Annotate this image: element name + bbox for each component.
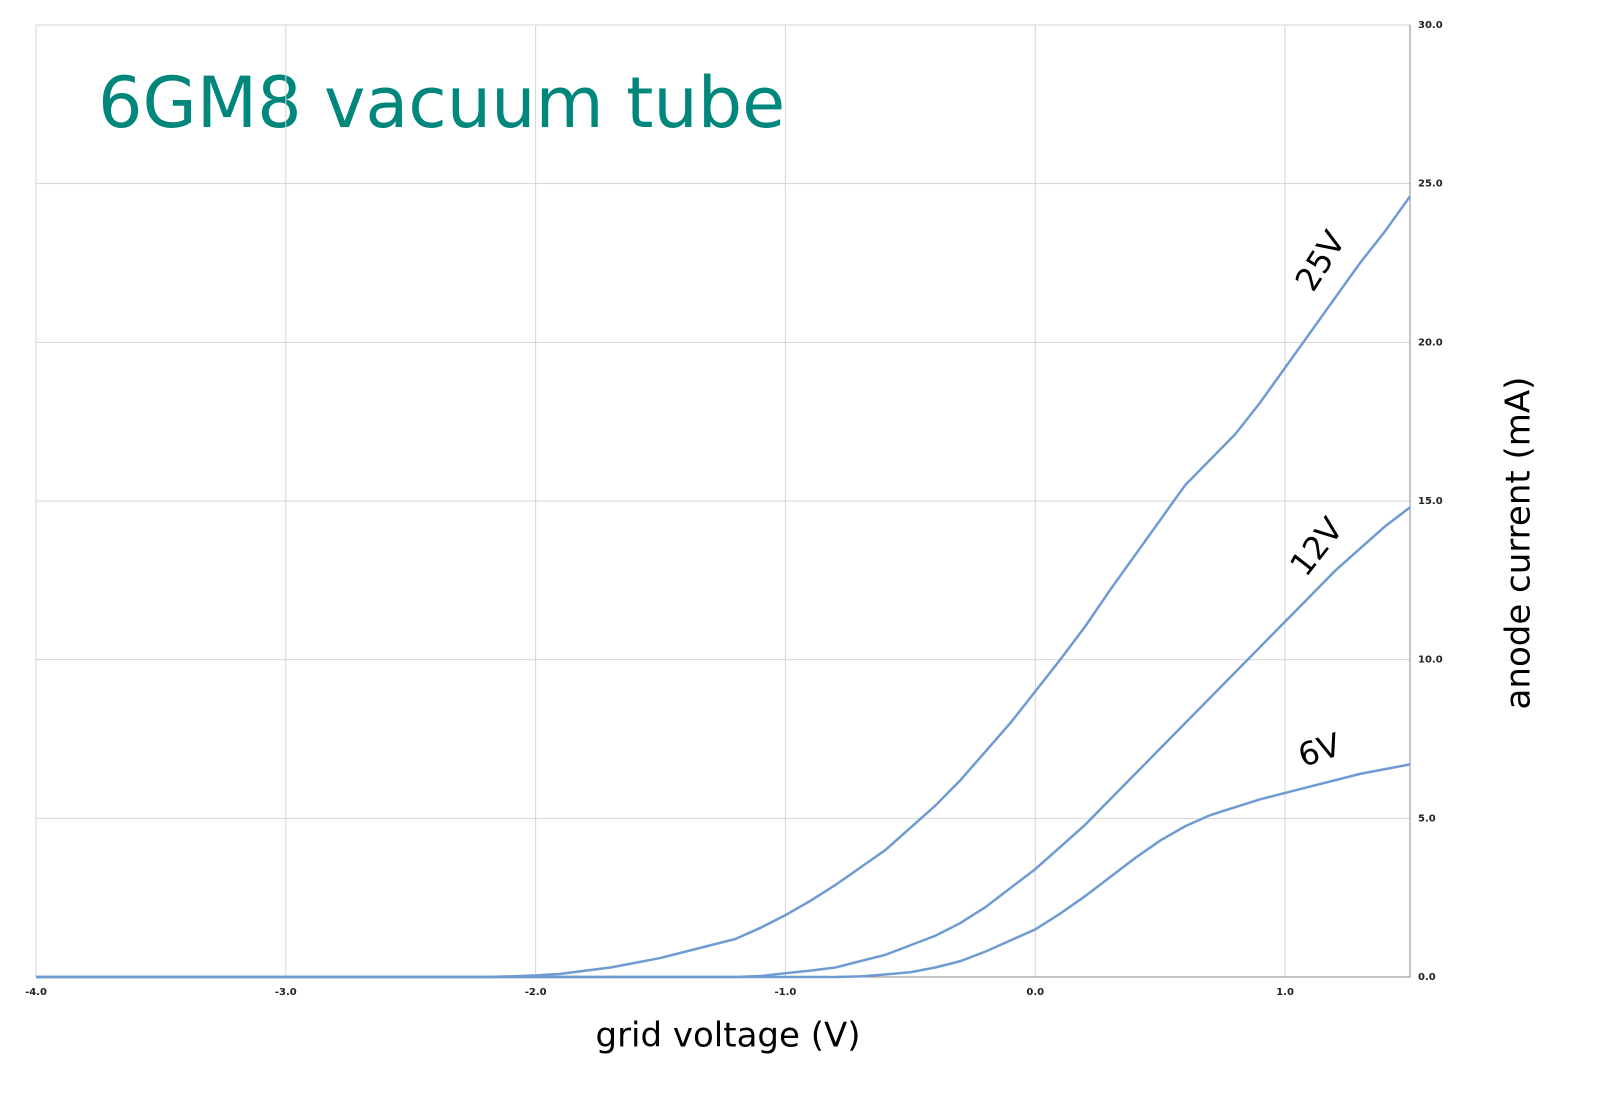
y-tick-label: 5.0 xyxy=(1418,813,1436,824)
chart-title: 6GM8 vacuum tube xyxy=(98,62,785,144)
y-tick-label: 30.0 xyxy=(1418,20,1443,31)
x-tick-label: -3.0 xyxy=(275,987,297,998)
y-tick-label: 0.0 xyxy=(1418,972,1436,983)
x-axis-label: grid voltage (V) xyxy=(595,1016,860,1056)
x-tick-label: 1.0 xyxy=(1276,987,1294,998)
series-label: 6V xyxy=(1293,725,1345,774)
y-tick-label: 25.0 xyxy=(1418,179,1443,190)
x-tick-label: -2.0 xyxy=(525,987,547,998)
data-line xyxy=(36,763,1411,979)
y-tick-label: 10.0 xyxy=(1418,655,1443,666)
y-axis-label: anode current (mA) xyxy=(1499,377,1539,710)
series-label: 12V xyxy=(1282,510,1351,583)
data-line xyxy=(36,195,1412,979)
x-tick-label: -4.0 xyxy=(25,987,47,998)
x-tick-label: 0.0 xyxy=(1026,987,1044,998)
y-tick-label: 15.0 xyxy=(1418,496,1443,507)
x-tick-label: -1.0 xyxy=(775,987,797,998)
y-tick-label: 20.0 xyxy=(1418,337,1443,348)
data-line xyxy=(36,506,1411,979)
